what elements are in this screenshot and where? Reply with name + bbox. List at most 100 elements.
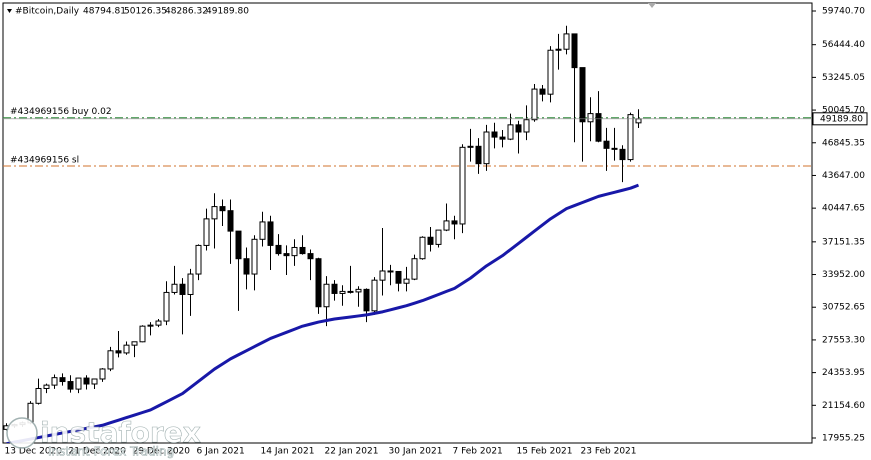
header-open: 48794.81 — [83, 7, 126, 17]
plot-frame — [2, 2, 813, 444]
bid-label: 49189.80 — [820, 114, 863, 124]
candle-body — [347, 290, 354, 293]
y-tick-label: 53245.05 — [822, 73, 865, 83]
watermark: instaforex Instant Forex Trading — [6, 416, 201, 459]
candle-body — [291, 246, 298, 257]
candle-body — [99, 368, 106, 380]
candle-body — [515, 124, 522, 133]
candle-body — [451, 220, 458, 225]
moving-average — [6, 183, 640, 443]
y-tick-label: 17955.25 — [822, 434, 865, 444]
x-tick-label: 13 Dec 2020 — [5, 447, 63, 457]
candle-body — [243, 258, 250, 275]
candle-body — [195, 244, 202, 275]
x-tick-label: 29 Dec 2020 — [133, 447, 191, 457]
candle-body — [147, 324, 154, 327]
symbol: #Bitcoin,Daily — [15, 7, 80, 17]
candle-body — [627, 114, 634, 161]
candle-body — [339, 290, 346, 294]
candle-body — [499, 136, 506, 140]
header-arrow — [7, 9, 12, 13]
x-tick-label: 22 Jan 2021 — [325, 447, 379, 457]
y-tick-label: 43647.00 — [822, 171, 865, 181]
candle-body — [123, 344, 130, 354]
candle-body — [635, 118, 642, 124]
candle-body — [467, 145, 474, 148]
candle-body — [219, 206, 226, 212]
candle-body — [355, 288, 362, 293]
header-low: 48286.32 — [165, 7, 208, 17]
candle-body — [315, 258, 322, 308]
x-tick-label: 6 Jan 2021 — [197, 447, 245, 457]
candle-body — [251, 238, 258, 275]
candle-body — [43, 384, 50, 389]
candle-body — [75, 377, 82, 390]
candle-body — [171, 283, 178, 293]
candle-body — [59, 377, 66, 383]
candle-body — [475, 145, 482, 165]
candle-body — [163, 291, 170, 322]
candle-body — [483, 131, 490, 165]
candle-body — [571, 33, 578, 69]
watermark-tagline: Instant Forex Trading — [48, 445, 174, 459]
candle-body — [363, 288, 370, 312]
candle-body — [491, 131, 498, 138]
y-tick-label: 21154.60 — [822, 401, 865, 411]
chart-shift-marker — [648, 3, 656, 8]
x-tick-label: 7 Feb 2021 — [453, 447, 503, 457]
candle-body — [555, 48, 562, 51]
candle-body — [203, 218, 210, 246]
candle-body — [547, 49, 554, 95]
x-tick-label: 30 Jan 2021 — [389, 447, 443, 457]
y-tick-label: 50045.70 — [822, 106, 865, 116]
y-tick-label: 27553.30 — [822, 335, 865, 345]
candle-body — [299, 246, 306, 255]
candle-body — [371, 279, 378, 312]
candle-body — [435, 229, 442, 245]
x-tick-label: 14 Jan 2021 — [261, 447, 315, 457]
candle-body — [419, 236, 426, 260]
candle-body — [563, 33, 570, 50]
candle-body — [35, 387, 42, 404]
x-tick-label: 21 Dec 2020 — [69, 447, 127, 457]
candle-body — [507, 124, 514, 140]
candle-body — [323, 283, 330, 308]
y-tick-label: 56444.40 — [822, 40, 865, 50]
candle-body — [411, 258, 418, 280]
candle-body — [235, 230, 242, 260]
candle-body — [187, 273, 194, 295]
y-tick-label: 37151.35 — [822, 237, 865, 247]
candle-body — [115, 350, 122, 354]
header-close: 49189.80 — [206, 7, 249, 17]
candle-body — [579, 67, 586, 123]
candle-body — [523, 119, 530, 133]
candle-body — [155, 320, 162, 326]
watermark-brand: instaforex — [40, 416, 201, 449]
candle-body — [459, 146, 466, 225]
candle-body — [179, 283, 186, 295]
header-high: 50126.35 — [124, 7, 167, 17]
candle-body — [67, 381, 74, 390]
order-label: #434969156 buy 0.02 — [10, 107, 112, 117]
candle-body — [331, 283, 338, 294]
y-tick-label: 40447.65 — [822, 204, 865, 214]
candle-body — [611, 147, 618, 150]
candle-body — [211, 206, 218, 220]
candle-body — [403, 278, 410, 284]
x-tick-label: 15 Feb 2021 — [517, 447, 573, 457]
candle-body — [267, 221, 274, 246]
candle-body — [131, 341, 138, 346]
y-tick-label: 59740.70 — [822, 6, 865, 16]
candle-body — [619, 148, 626, 161]
candle-body — [531, 88, 538, 121]
bid-label-box — [812, 112, 868, 126]
y-tick-label: 24353.95 — [822, 368, 865, 378]
candle-body — [227, 210, 234, 232]
candle-body — [139, 325, 146, 343]
candle-body — [91, 378, 98, 385]
candle-body — [379, 270, 386, 281]
candle-body — [587, 113, 594, 123]
candle-body — [283, 253, 290, 257]
candle-body — [275, 244, 282, 255]
